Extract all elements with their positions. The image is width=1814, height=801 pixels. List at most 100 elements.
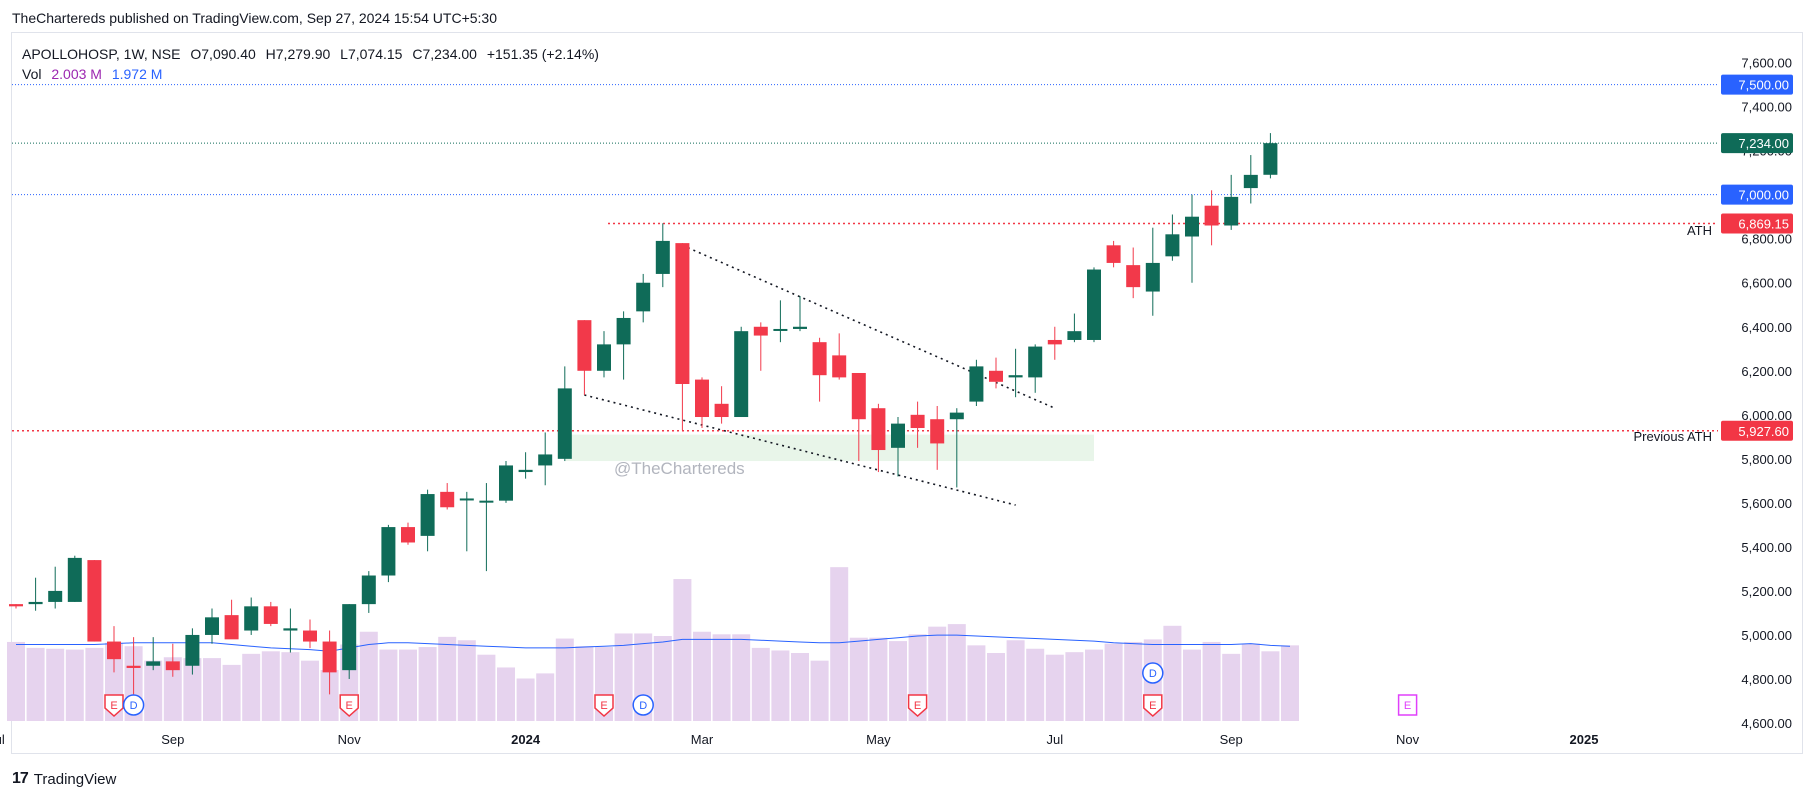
price-tick-label: 5,400.00	[1741, 540, 1792, 555]
symbol-line[interactable]: APOLLOHOSP, 1W, NSE	[22, 46, 181, 62]
candle-up	[459, 498, 474, 501]
volume-bar	[1026, 648, 1045, 721]
earnings-marker[interactable]	[1143, 694, 1163, 718]
time-tick-label: Jul	[0, 732, 5, 747]
candle-up	[597, 344, 611, 371]
candle-down	[1204, 205, 1219, 226]
candle-down	[1047, 339, 1062, 345]
volume-bar	[281, 652, 300, 721]
price-line-label-box	[1721, 74, 1793, 95]
candle-down	[871, 408, 886, 451]
candle-up	[1087, 269, 1101, 340]
earnings-marker-label: E	[346, 700, 353, 712]
ohlc-low: L7,074.15	[340, 46, 403, 62]
earnings-marker[interactable]	[339, 694, 359, 718]
candle-down	[910, 414, 925, 429]
price-line-label-box	[1721, 184, 1793, 205]
candle-down	[87, 560, 102, 642]
trendline[interactable]	[584, 394, 1016, 506]
candle-up	[1165, 234, 1180, 257]
volume-bar	[26, 647, 45, 721]
candle-up	[479, 500, 494, 503]
volume-bar	[614, 633, 633, 721]
published-note: TheChartereds published on TradingView.c…	[12, 10, 497, 26]
candle-down	[1126, 265, 1141, 288]
price-tick-label: 5,000.00	[1741, 628, 1792, 643]
volume-bar	[849, 637, 868, 721]
chart-frame[interactable]	[11, 32, 1803, 754]
ohlc-open: O7,090.40	[190, 46, 256, 62]
volume-bar	[967, 645, 986, 721]
earnings-marker[interactable]	[907, 694, 928, 718]
time-tick-label: Sep	[1220, 732, 1243, 747]
candle-down	[401, 527, 415, 543]
earnings-marker-label: E	[110, 700, 117, 712]
candle-down	[303, 630, 317, 642]
candle-up	[361, 575, 376, 605]
candle-up	[1008, 375, 1023, 378]
volume-bar	[399, 649, 417, 721]
candle-down	[1106, 245, 1121, 263]
volume-bar	[261, 651, 280, 721]
dividend-marker[interactable]	[122, 694, 145, 716]
volume-bar	[810, 660, 829, 721]
candle-up	[616, 317, 631, 345]
price-tick-label: 4,800.00	[1741, 672, 1792, 687]
candle-down	[224, 615, 239, 640]
volume-bar	[869, 637, 888, 721]
volume-bar	[222, 664, 241, 721]
volume-bar	[1163, 625, 1182, 721]
volume-bar	[497, 667, 515, 721]
candle-down	[440, 491, 455, 508]
support-zone-layer	[564, 434, 1094, 462]
earnings-marker[interactable]	[1397, 694, 1418, 716]
candle-up	[381, 527, 396, 576]
volume-label[interactable]: Vol	[22, 66, 42, 82]
tradingview-logo[interactable]: 17 TradingView	[12, 770, 116, 788]
candle-up	[655, 240, 670, 274]
candle-up	[185, 634, 200, 666]
ohlc-close: C7,234.00	[412, 46, 477, 62]
volume-bar	[1222, 653, 1241, 721]
dividend-marker[interactable]	[632, 694, 654, 716]
earnings-marker[interactable]	[104, 694, 124, 718]
volume-bar	[1281, 645, 1299, 721]
earnings-marker[interactable]	[594, 694, 614, 718]
volume-bar	[1124, 641, 1143, 721]
volume-bar	[1202, 641, 1221, 721]
volume-bar	[1104, 643, 1123, 721]
candle-up	[1224, 196, 1239, 226]
dividend-marker[interactable]	[1142, 662, 1164, 684]
volume-layer	[7, 567, 1299, 721]
price-tick-label: 7,400.00	[1741, 100, 1792, 115]
candle-down	[126, 665, 141, 668]
volume-bar	[320, 670, 339, 721]
time-tick-label: 2024	[511, 732, 541, 747]
candle-down	[263, 606, 278, 624]
candle-up	[205, 617, 219, 635]
trendline[interactable]	[682, 244, 1056, 409]
volume-bar	[555, 638, 574, 721]
price-tick-label: 4,600.00	[1741, 716, 1792, 731]
candle-up	[1067, 331, 1082, 340]
price-line-label: 7,500.00	[1738, 78, 1789, 93]
candle-up	[67, 557, 82, 602]
volume-bar	[242, 653, 261, 721]
volume-bar	[1006, 640, 1025, 721]
volume-bar	[673, 579, 692, 721]
volume-bar	[301, 660, 319, 721]
volume-bar	[144, 660, 163, 721]
candle-up	[1263, 143, 1278, 175]
candle-up	[773, 328, 788, 331]
support-zone	[564, 434, 1094, 462]
candle-down	[812, 342, 827, 376]
previous-ath-note: Previous ATH	[1633, 429, 1712, 444]
earnings-marker-label: E	[600, 700, 607, 712]
price-tick-label: 6,200.00	[1741, 364, 1792, 379]
volume-bar	[1261, 651, 1280, 721]
volume-bar	[457, 640, 476, 721]
earnings-marker-label: E	[914, 700, 921, 712]
price-tick-label: 5,200.00	[1741, 584, 1792, 599]
volume-bar	[889, 641, 907, 721]
